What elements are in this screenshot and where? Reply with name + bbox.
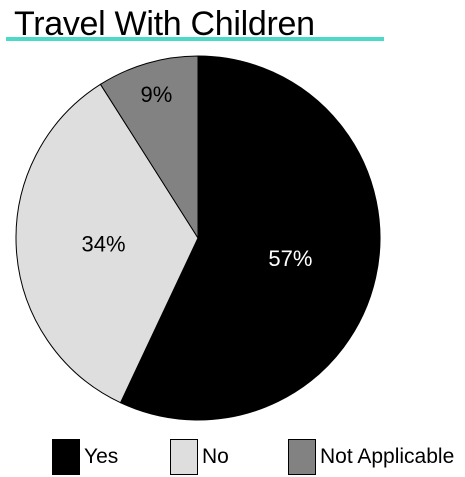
legend-item-no: No — [170, 437, 229, 477]
pie-slice-labels: 57% 34% 9% — [81, 82, 312, 271]
pie-slice-yes — [119, 55, 381, 421]
legend-label-no: No — [202, 445, 229, 468]
legend-label-not-applicable: Not Applicable — [320, 445, 455, 468]
pie-slice-not-applicable — [99, 55, 199, 240]
chart-title: Travel With Children — [14, 5, 315, 43]
pie-chart: 57% 34% 9% — [15, 55, 381, 421]
legend-item-not-applicable: Not Applicable — [288, 437, 454, 477]
legend-label-yes: Yes — [84, 445, 119, 468]
pie-label-no: 34% — [81, 231, 125, 256]
pie-label-yes: 57% — [268, 246, 312, 271]
pie-label-not-applicable: 9% — [141, 82, 173, 107]
legend-swatch-not-applicable — [288, 439, 316, 475]
chart-legend: Yes No Not Applicable — [0, 437, 465, 477]
legend-item-yes: Yes — [52, 437, 118, 477]
pie-slices — [15, 55, 381, 421]
legend-swatch-no — [170, 439, 198, 475]
pie-slice-no — [15, 83, 199, 404]
legend-swatch-yes — [52, 439, 80, 475]
title-underline — [6, 37, 384, 41]
